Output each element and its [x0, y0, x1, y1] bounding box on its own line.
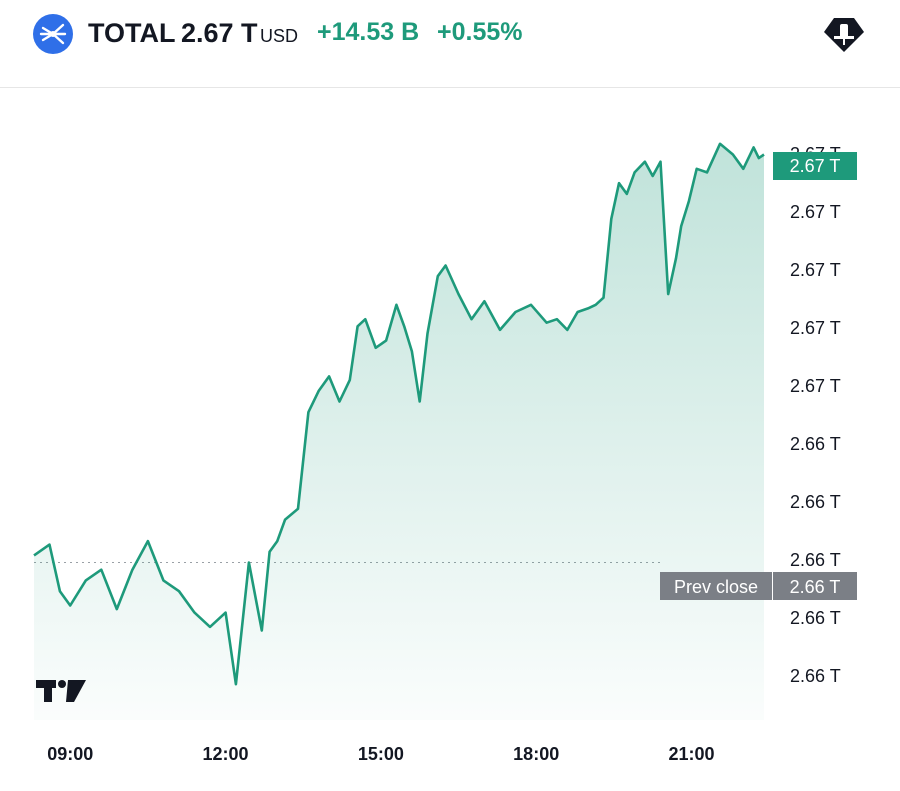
prev-close-badge: Prev close 2.66 T [660, 572, 857, 600]
prev-close-label: Prev close [674, 577, 758, 597]
last-price: 2.67 T [181, 18, 258, 48]
price-line [33, 142, 765, 686]
x-tick-label: 21:00 [668, 744, 714, 764]
current-price-label: 2.67 T [790, 156, 841, 176]
x-tick-label: 12:00 [203, 744, 249, 764]
total-crypto-logo-icon [33, 14, 73, 54]
x-axis: 09:00 12:00 15:00 18:00 21:00 [47, 744, 714, 764]
x-tick-label: 09:00 [47, 744, 93, 764]
alert-pin-icon[interactable] [820, 14, 868, 54]
price-area-fill [34, 143, 764, 721]
y-tick-label: 2.67 T [790, 260, 841, 280]
price-chart[interactable]: 2.67 T 2.67 T 2.67 T 2.67 T 2.67 T 2.66 T 2.66… [0, 88, 900, 791]
y-tick-label: 2.66 T [790, 666, 841, 686]
y-tick-label: 2.66 T [790, 492, 841, 512]
price-change-percent: +0.55% [437, 18, 523, 46]
currency-label: USD [260, 26, 299, 46]
x-tick-label: 15:00 [358, 744, 404, 764]
y-tick-label: 2.66 T [790, 608, 841, 628]
tradingview-logo-icon [36, 680, 86, 702]
ticker-symbol: TOTAL [88, 18, 176, 48]
y-tick-label: 2.67 T [790, 376, 841, 396]
y-tick-label: 2.66 T [790, 434, 841, 454]
x-tick-label: 18:00 [513, 744, 559, 764]
prev-close-value: 2.66 T [790, 577, 841, 597]
y-tick-label: 2.67 T [790, 318, 841, 338]
price-change: +14.53 B [317, 18, 420, 46]
current-price-badge: 2.67 T [773, 152, 857, 180]
y-tick-label: 2.66 T [790, 550, 841, 570]
y-axis: 2.67 T 2.67 T 2.67 T 2.67 T 2.67 T 2.66 T 2.66… [790, 144, 841, 686]
symbol-header: TOTAL 2.67 T USD +14.53 B +0.55% [0, 0, 900, 88]
y-tick-label: 2.67 T [790, 202, 841, 222]
